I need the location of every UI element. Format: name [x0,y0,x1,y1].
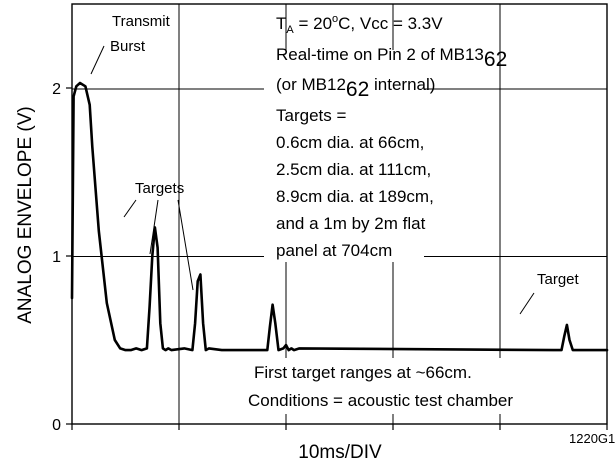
transmit-label-line2: Burst [110,38,146,55]
realtime-text: Real-time on Pin 2 of MB13 [276,45,484,64]
temp-subscript: A [286,24,294,36]
y-tick-label-1: 1 [52,249,61,266]
temp-symbol: T [276,14,286,33]
targets-list-6: panel at 704cm [276,241,392,260]
internal-post: internal) [369,75,435,94]
first-target-mask [246,358,584,414]
x-axis-ticks [71,424,608,430]
internal-part-suffix: 62 [346,78,369,101]
targets-pointer-3 [177,199,194,291]
temp-value: = 20 [294,14,332,33]
target-label: Target [537,271,580,288]
realtime-part-suffix: 62 [484,48,507,71]
y-axis-ticks: 0 1 2 [52,81,72,434]
conditions-note: Conditions = acoustic test chamber [248,391,513,410]
transmit-label-line1: Transmit [112,13,171,30]
x-axis-label: 10ms/DIV [298,442,382,463]
conditions-temperature: TA = 20oC, Vcc = 3.3V [276,13,443,36]
targets-label: Targets [135,180,184,197]
targets-list-4: 8.9cm dia. at 189cm, [276,187,434,206]
transmit-pointer [90,45,105,75]
figure-id: 1220G1 [569,431,615,446]
envelope-waveform [70,81,609,352]
annotation-mask [264,50,424,262]
targets-pointer-2 [149,199,159,255]
y-axis-label: ANALOG ENVELOPE (V) [15,106,36,324]
target-pointer [519,292,535,315]
targets-list-1: Targets = [276,106,346,125]
first-target-note: First target ranges at ~66cm. [254,363,472,382]
internal-pre: (or MB12 [276,75,346,94]
targets-pointer-1 [123,199,137,218]
y-tick-label-0: 0 [52,417,61,434]
y-tick-label-2: 2 [52,81,61,98]
targets-list-3: 2.5cm dia. at 111cm, [276,160,431,179]
temp-rest: C, Vcc = 3.3V [338,14,443,33]
targets-list-5: and a 1m by 2m flat [276,214,426,233]
degree-sign: o [332,13,338,25]
targets-list-2: 0.6cm dia. at 66cm, [276,133,424,152]
internal-line: (or MB1262 internal) [276,75,435,101]
realtime-line: Real-time on Pin 2 of MB1362 [276,45,507,71]
